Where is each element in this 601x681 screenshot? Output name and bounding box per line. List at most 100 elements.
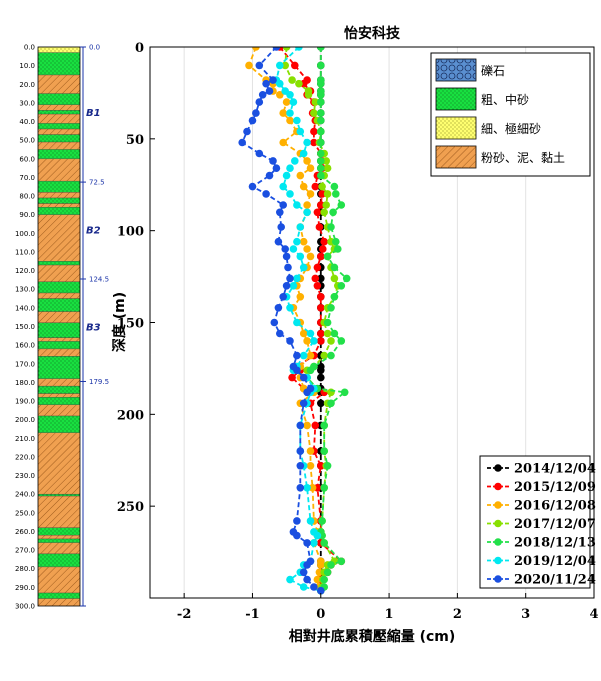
x-tick-label: 0 — [316, 607, 325, 622]
column-depth-label: 170.0 — [15, 360, 35, 368]
lithology-label: 礫石 — [481, 63, 505, 78]
legend-marker — [494, 575, 502, 583]
legend-marker — [494, 556, 502, 565]
data-point — [308, 484, 317, 492]
data-point — [299, 182, 308, 191]
column-depth-label: 300.0 — [15, 603, 35, 611]
data-point — [313, 208, 322, 217]
column-depth-labels: 0.0 10.0 20.0 30.0 40.0 50.0 60.0 70.0 80.0 90.0 1… — [15, 44, 35, 611]
data-point — [310, 337, 318, 345]
column-depth-label: 210.0 — [15, 435, 35, 443]
column-layer-pattern — [38, 542, 80, 554]
column-depth-label: 130.0 — [15, 286, 35, 294]
data-point — [293, 116, 301, 125]
data-point — [311, 274, 320, 283]
data-point — [310, 127, 318, 136]
column-layer-pattern — [38, 261, 80, 266]
data-point — [282, 47, 291, 51]
data-point — [320, 539, 329, 547]
data-point — [258, 91, 267, 99]
legend-label: 2017/12/07 — [514, 517, 596, 532]
column-depth-label: 220.0 — [15, 453, 35, 461]
data-point — [270, 318, 279, 327]
data-point — [286, 109, 294, 117]
lithology-label: 粉砂、泥、黏土 — [481, 151, 565, 165]
data-point — [317, 109, 325, 117]
legend-label: 2019/12/04 — [514, 554, 596, 569]
column-layer-pattern — [38, 207, 80, 215]
column-layer-pattern — [38, 393, 80, 398]
data-point — [272, 47, 281, 51]
data-point — [330, 329, 339, 338]
column-layer-pattern — [38, 494, 80, 497]
data-point — [319, 245, 327, 253]
data-point — [313, 263, 322, 272]
column-layer-pattern — [38, 74, 80, 94]
column-layer-pattern — [38, 432, 80, 495]
data-point — [293, 237, 301, 246]
data-point — [296, 293, 305, 301]
data-point — [306, 351, 315, 360]
data-point — [295, 79, 303, 88]
data-point — [293, 274, 301, 283]
data-point — [317, 252, 325, 261]
data-point — [317, 561, 325, 569]
legend-label: 2015/12/09 — [514, 480, 596, 495]
data-point — [306, 462, 315, 470]
data-point — [282, 171, 291, 180]
legend-marker — [494, 501, 502, 509]
column-layer-pattern — [38, 192, 80, 198]
data-point — [282, 282, 291, 290]
data-point — [274, 304, 283, 312]
column-layer-pattern — [38, 496, 80, 528]
data-point — [303, 245, 311, 253]
column-layer-pattern — [38, 535, 80, 539]
data-point — [303, 561, 311, 569]
column-marker-label: 179.5 — [89, 378, 109, 386]
data-point — [288, 373, 296, 382]
borehole-column: 0.0 10.0 20.0 30.0 40.0 50.0 60.0 70.0 80.0 90.0 1… — [15, 44, 109, 611]
x-axis-title: 相對井底累積壓縮量 (cm) — [289, 628, 456, 645]
column-layer-pattern — [38, 337, 80, 342]
data-point — [318, 517, 326, 525]
lithology-swatch-pattern — [436, 146, 476, 168]
data-point — [293, 517, 301, 525]
data-point — [317, 337, 325, 345]
data-point — [296, 462, 305, 470]
column-layer-pattern — [38, 356, 80, 379]
data-point — [317, 304, 325, 312]
data-point — [286, 575, 294, 584]
data-point — [313, 531, 322, 540]
data-point — [317, 171, 325, 180]
data-point — [320, 447, 329, 455]
data-point — [284, 263, 292, 272]
data-point — [317, 149, 325, 158]
data-point — [276, 329, 284, 338]
column-layer-pattern — [38, 128, 80, 135]
column-depth-label: 80.0 — [19, 193, 35, 201]
data-point — [303, 575, 311, 584]
data-point — [311, 421, 320, 430]
data-point — [293, 201, 301, 209]
data-point — [299, 351, 308, 360]
column-depth-label: 60.0 — [19, 155, 35, 163]
series-layer — [238, 47, 351, 595]
y-tick-label: 100 — [117, 225, 144, 240]
column-layer-pattern — [38, 265, 80, 282]
data-point — [329, 208, 337, 217]
data-point — [317, 116, 325, 125]
column-segment-label: B3 — [86, 323, 101, 334]
data-point — [296, 223, 305, 231]
legend-label: 2018/12/13 — [514, 536, 596, 551]
column-depth-label: 240.0 — [15, 491, 35, 499]
column-layer-pattern — [38, 348, 80, 357]
data-point — [327, 304, 335, 312]
data-point — [281, 61, 290, 70]
data-point — [317, 138, 325, 147]
data-point — [330, 293, 339, 301]
column-depth-label: 190.0 — [15, 398, 35, 406]
data-point — [311, 98, 320, 106]
data-point — [293, 531, 301, 540]
column-layer-pattern — [38, 134, 80, 143]
